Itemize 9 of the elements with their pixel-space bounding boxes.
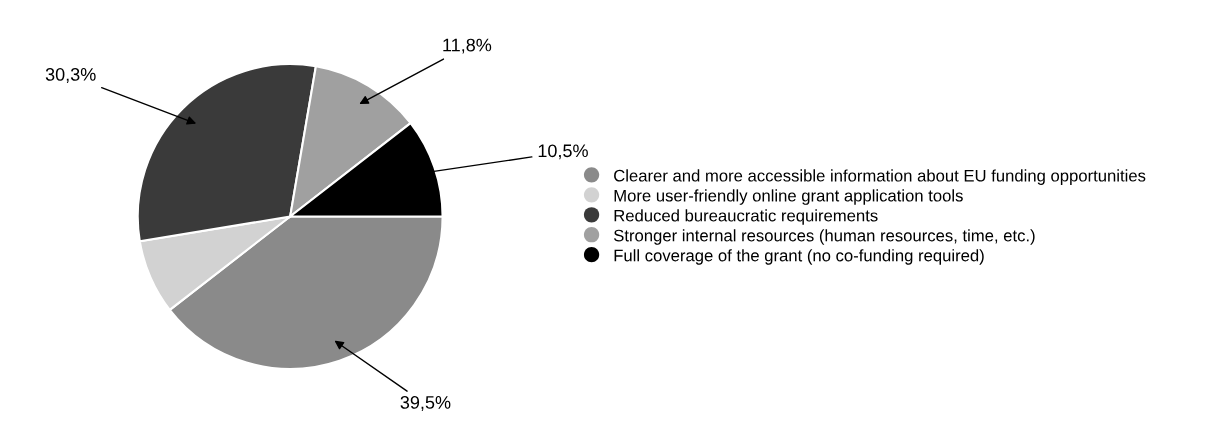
data-label: 10,5%: [538, 144, 588, 160]
data-label: 39,5%: [400, 396, 451, 411]
data-label: 30,3%: [45, 68, 96, 83]
data-label: 11,8%: [443, 38, 492, 54]
legend-label: Reduced bureaucratic requirements: [614, 209, 878, 225]
legend-label: Clearer and more accessible information about EU funding opportunities: [614, 169, 1146, 185]
legend-label: Full coverage of the grant (no co-funding required): [614, 249, 984, 265]
legend-label: Stronger internal resources (human resources, time, etc.): [613, 229, 1035, 245]
legend-label: More user-friendly online grant application tools: [614, 189, 963, 205]
